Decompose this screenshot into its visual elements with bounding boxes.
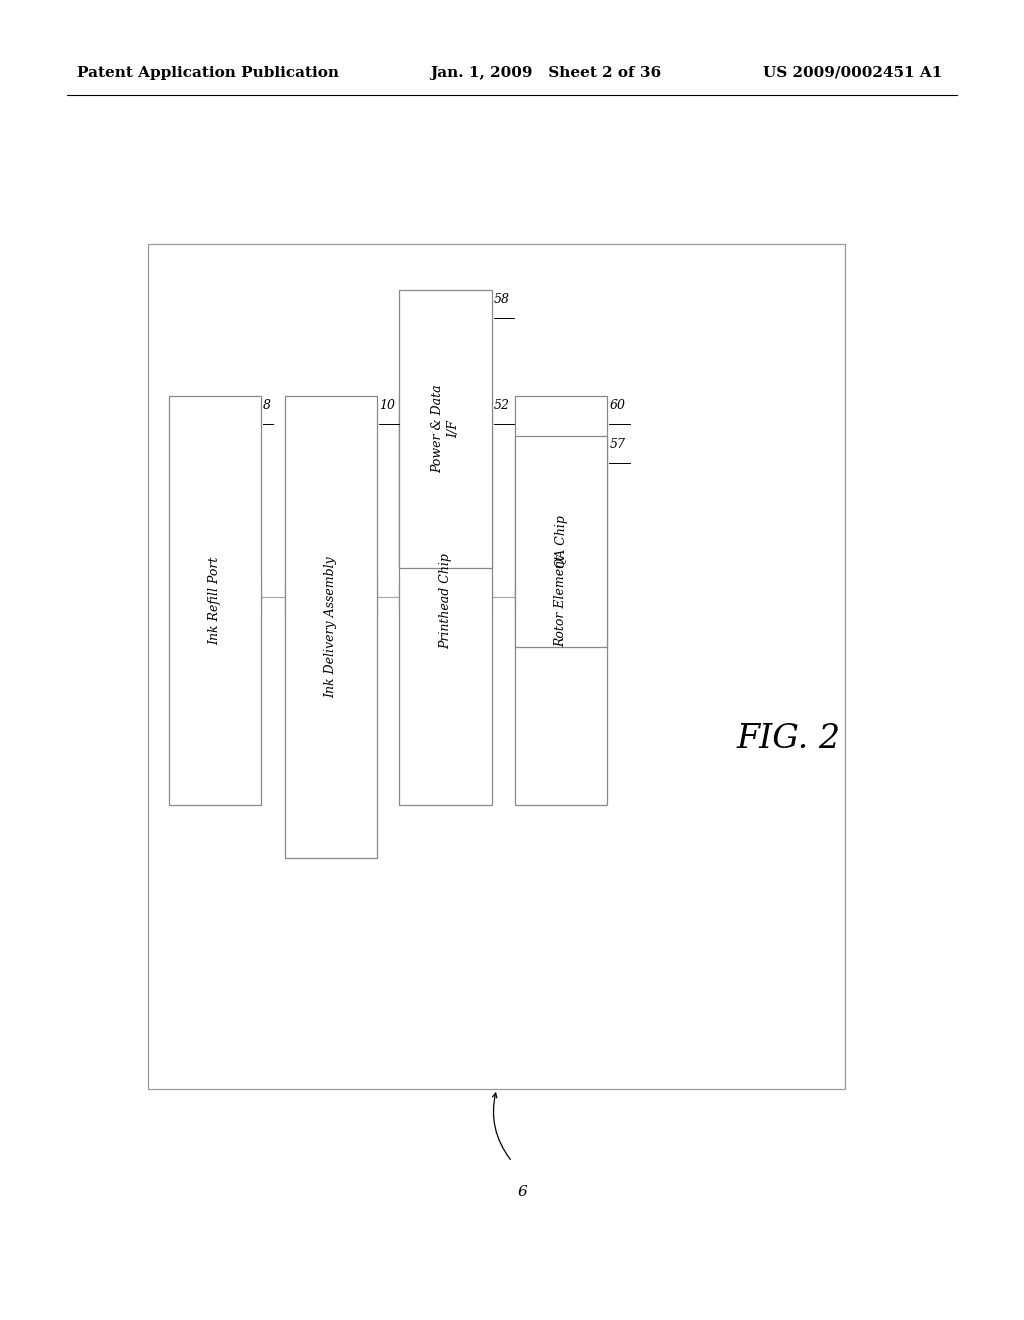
Text: 58: 58 (494, 293, 510, 306)
Text: 10: 10 (379, 399, 395, 412)
Bar (169, 396, 261, 805)
Text: Ink Delivery Assembly: Ink Delivery Assembly (325, 556, 337, 698)
Bar (515, 396, 607, 805)
Text: 57: 57 (609, 438, 626, 451)
Text: FIG. 2: FIG. 2 (736, 723, 841, 755)
Bar (399, 290, 492, 568)
Text: 8: 8 (263, 399, 271, 412)
Text: Power & Data
I/F: Power & Data I/F (431, 384, 460, 474)
Text: Patent Application Publication: Patent Application Publication (77, 66, 339, 79)
Text: Rotor Element: Rotor Element (555, 554, 567, 647)
FancyArrowPatch shape (493, 1093, 510, 1159)
Text: Ink Refill Port: Ink Refill Port (209, 557, 221, 644)
Text: 60: 60 (609, 399, 626, 412)
Text: 6: 6 (517, 1185, 527, 1200)
Bar (285, 396, 377, 858)
Bar (399, 396, 492, 805)
Text: 52: 52 (494, 399, 510, 412)
Text: Printhead Chip: Printhead Chip (439, 553, 452, 648)
Text: US 2009/0002451 A1: US 2009/0002451 A1 (763, 66, 942, 79)
Text: Jan. 1, 2009   Sheet 2 of 36: Jan. 1, 2009 Sheet 2 of 36 (430, 66, 662, 79)
Bar (148, 244, 845, 1089)
Text: QA Chip: QA Chip (555, 515, 567, 568)
Bar (515, 436, 607, 647)
